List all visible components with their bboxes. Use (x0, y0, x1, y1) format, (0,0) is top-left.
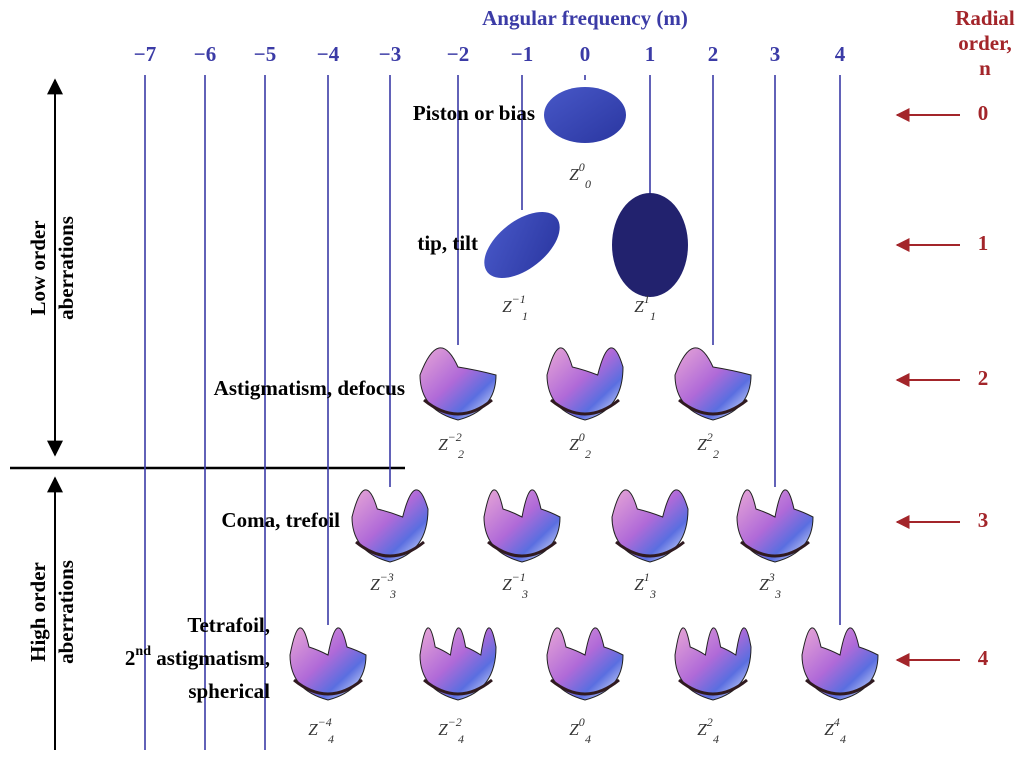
m-label: 1 (645, 42, 656, 66)
order-label: 0 (978, 101, 989, 125)
zernike-label: Z24 (697, 715, 719, 746)
surface (802, 628, 878, 700)
order-label: 1 (978, 231, 989, 255)
surface (352, 490, 428, 562)
zernike-label: Z00 (569, 160, 591, 191)
surface (675, 628, 751, 700)
row-label: Astigmatism, defocus (214, 376, 405, 400)
surface (484, 490, 560, 562)
zernike-label: Z−33 (370, 570, 396, 601)
m-label: −6 (194, 42, 216, 66)
page: Angular frequency (m) Low order aberrati… (0, 0, 1021, 763)
zernike-label: Z−11 (502, 292, 528, 323)
row-label: Piston or bias (413, 101, 535, 125)
zernike-label: Z44 (824, 715, 846, 746)
z-sup: 0 (579, 715, 585, 729)
m-label: 2 (708, 42, 719, 66)
z-sup: −3 (380, 570, 394, 584)
zernike-label: Z13 (634, 570, 656, 601)
z-sub: 4 (585, 732, 591, 746)
zernike-label: Z02 (569, 430, 591, 461)
z-sub: 0 (585, 177, 591, 191)
zernike-label: Z04 (569, 715, 591, 746)
row-label: tip, tilt (417, 231, 478, 255)
surface (544, 87, 626, 143)
surface (547, 628, 623, 700)
m-label: −3 (379, 42, 401, 66)
z-sup: −2 (448, 430, 462, 444)
row-label-sup: nd (135, 644, 151, 659)
m-label: −5 (254, 42, 276, 66)
z-sub: 1 (650, 309, 656, 323)
zernike-label: Z22 (697, 430, 719, 461)
order-label: 4 (978, 646, 989, 670)
surface (612, 490, 688, 562)
z-sub: 3 (389, 587, 396, 601)
z-sup: 2 (707, 430, 713, 444)
z-sub: 3 (521, 587, 528, 601)
m-label: 0 (580, 42, 591, 66)
diagram: Angular frequency (m) Low order aberrati… (0, 0, 1021, 763)
surface (420, 348, 496, 420)
m-label: −1 (511, 42, 533, 66)
z-sub: 2 (713, 447, 719, 461)
m-label: 4 (835, 42, 846, 66)
z-sub: 3 (649, 587, 656, 601)
z-sup: 0 (579, 430, 585, 444)
z-sup: −1 (512, 570, 526, 584)
z-sup: −2 (448, 715, 462, 729)
row-label: 2nd astigmatism, (125, 644, 270, 670)
z-sub: 2 (458, 447, 464, 461)
surface (612, 193, 688, 297)
m-label: 3 (770, 42, 781, 66)
m-label: −2 (447, 42, 469, 66)
m-label: −7 (134, 42, 156, 66)
z-sub: 4 (713, 732, 719, 746)
right-title: n (979, 56, 991, 80)
surface (290, 628, 366, 700)
surface (675, 348, 751, 420)
z-sup: 2 (707, 715, 713, 729)
low-label: Low order (26, 220, 50, 315)
surface (547, 348, 623, 420)
row-label: spherical (188, 679, 270, 703)
high-label: aberrations (54, 560, 78, 664)
right-title: Radial (955, 6, 1015, 30)
z-sub: 2 (585, 447, 591, 461)
high-label: High order (26, 562, 50, 662)
row-label-part: 2 (125, 646, 136, 670)
right-title: order, (958, 31, 1011, 55)
z-sup: 0 (579, 160, 585, 174)
row-label: Coma, trefoil (221, 508, 340, 532)
z-sub: 4 (840, 732, 846, 746)
surface (420, 628, 496, 700)
z-sub: 4 (458, 732, 464, 746)
title: Angular frequency (m) (482, 6, 688, 30)
z-sup: 1 (644, 292, 650, 306)
m-label: −4 (317, 42, 340, 66)
z-sup: 3 (768, 570, 775, 584)
row-label: Tetrafoil, (187, 613, 270, 637)
z-sup: −4 (318, 715, 332, 729)
z-sub: 1 (522, 309, 528, 323)
low-label: aberrations (54, 216, 78, 320)
surface (473, 199, 572, 291)
order-label: 3 (978, 508, 989, 532)
z-sub: 4 (328, 732, 334, 746)
z-sup: 4 (834, 715, 840, 729)
zernike-label: Z33 (759, 570, 781, 601)
row-label-part: astigmatism, (151, 646, 270, 670)
z-sub: 3 (774, 587, 781, 601)
z-sup: −1 (512, 292, 526, 306)
z-sup: 1 (644, 570, 650, 584)
order-label: 2 (978, 366, 989, 390)
surface (737, 490, 813, 562)
